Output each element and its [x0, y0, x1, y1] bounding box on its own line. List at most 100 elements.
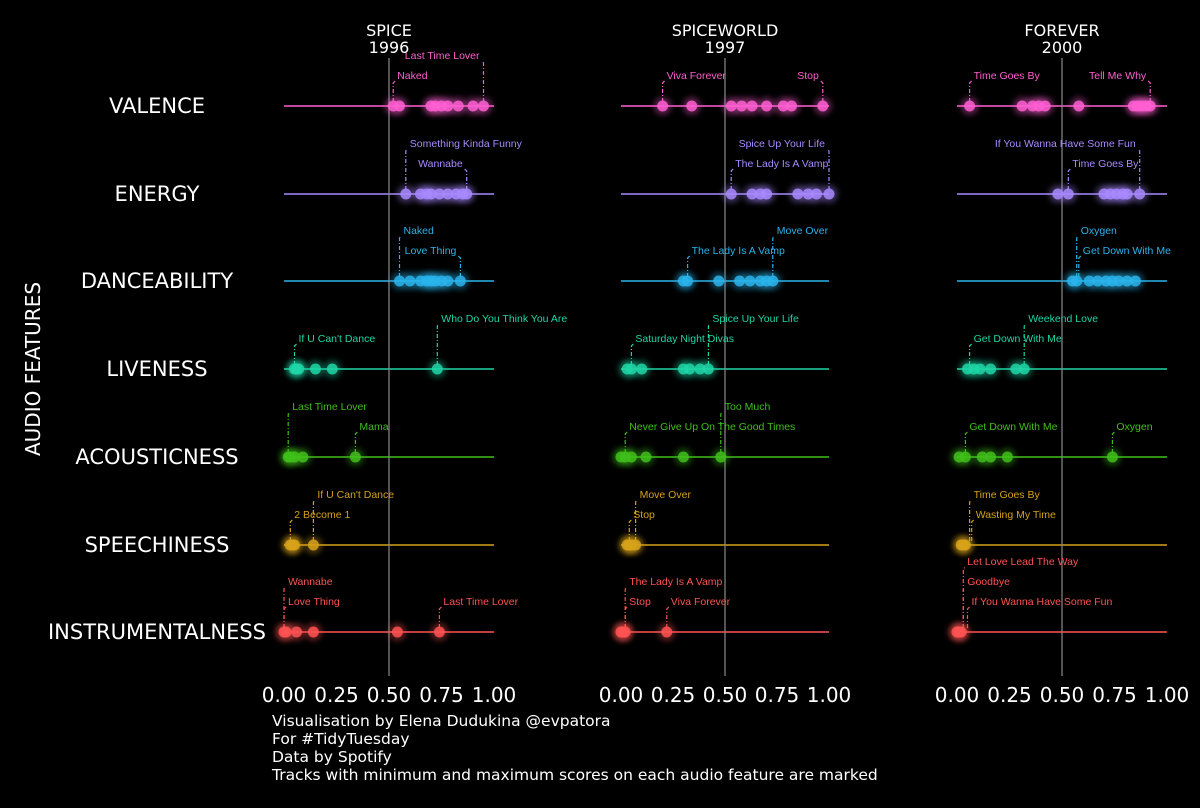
- data-point-spiceworld-energy: [811, 188, 823, 200]
- annotation-leader: [772, 235, 776, 277]
- annotation-label: If You Wanna Have Some Fun: [995, 138, 1136, 150]
- annotation-leader: [287, 411, 291, 453]
- y-axis-title: AUDIO FEATURES: [21, 282, 45, 456]
- feature-label-instrumentalness: INSTRUMENTALNESS: [48, 620, 266, 644]
- data-point-spice-energy: [400, 188, 412, 200]
- annotation-leader: [1067, 168, 1071, 190]
- annotation-leader: [964, 431, 968, 453]
- album-title-forever: FOREVER: [1024, 21, 1099, 40]
- annotation-label: Who Do You Think You Are: [441, 313, 567, 325]
- data-point-spiceworld-valence: [686, 100, 698, 112]
- annotation-leader: [438, 606, 442, 628]
- album-title-spice: SPICE: [366, 21, 412, 40]
- annotation-leader: [969, 499, 973, 541]
- annotation-leader: [666, 606, 670, 628]
- data-point-spice-danceability: [454, 275, 466, 287]
- annotation-label: Mama: [359, 421, 388, 433]
- annotation-label: The Lady Is A Vamp: [629, 576, 722, 588]
- annotation-leader: [687, 255, 691, 277]
- data-point-spiceworld-danceability: [682, 275, 694, 287]
- annotation-leader: [628, 519, 632, 541]
- data-point-forever-valence: [1073, 100, 1085, 112]
- data-point-spice-liveness: [326, 363, 338, 375]
- data-point-spice-speechiness: [289, 539, 300, 551]
- annotation-leader: [662, 80, 666, 102]
- feature-label-valence: VALENCE: [109, 94, 205, 118]
- annotation-leader: [289, 519, 293, 541]
- annotation-label: Get Down With Me: [969, 421, 1057, 433]
- annotation-leader: [1023, 323, 1027, 365]
- x-tick-spiceworld: 0.00: [599, 683, 644, 707]
- annotation-label: Move Over: [640, 489, 692, 501]
- annotation-label: The Lady Is A Vamp: [735, 158, 828, 170]
- annotation-leader: [283, 606, 287, 628]
- caption-event: For #TidyTuesday: [272, 730, 410, 748]
- data-point-spice-valence: [478, 100, 489, 112]
- x-tick-forever: 1.00: [1145, 683, 1190, 707]
- data-point-forever-valence: [1039, 100, 1051, 112]
- data-point-spice-liveness: [293, 363, 305, 375]
- annotation-leader: [624, 606, 628, 628]
- data-point-forever-energy: [1134, 188, 1146, 200]
- data-point-spiceworld-danceability: [713, 275, 725, 287]
- data-point-forever-liveness: [1018, 363, 1030, 375]
- x-tick-spice: 0.50: [367, 683, 412, 707]
- data-point-forever-speechiness: [959, 539, 971, 551]
- data-point-spice-acousticness: [297, 451, 309, 463]
- data-point-forever-acousticness: [985, 451, 997, 463]
- caption: Visualisation by Elena Dudukina @evpator…: [272, 712, 878, 784]
- annotation-leader: [635, 499, 639, 541]
- data-point-spiceworld-energy: [725, 188, 737, 200]
- data-point-forever-instrumentalness: [955, 626, 967, 638]
- annotation-label: Time Goes By: [974, 489, 1041, 501]
- feature-label-acousticness: ACOUSTICNESS: [75, 445, 238, 469]
- feature-label-speechiness: SPEECHINESS: [85, 533, 230, 557]
- data-point-forever-energy: [1062, 188, 1074, 200]
- annotation-label: Saturday Night Divas: [635, 333, 734, 345]
- x-tick-spiceworld: 0.25: [651, 683, 696, 707]
- annotation-label: Spice Up Your Life: [712, 313, 799, 325]
- x-tick-spiceworld: 1.00: [807, 683, 852, 707]
- annotation-label: Naked: [404, 225, 435, 237]
- data-point-spiceworld-liveness: [702, 363, 714, 375]
- annotation-leader: [392, 80, 396, 102]
- annotation-label: Viva Forever: [667, 70, 727, 82]
- data-point-spice-liveness: [431, 363, 443, 375]
- annotation-label: Viva Forever: [671, 596, 731, 608]
- x-tick-spice: 0.25: [314, 683, 359, 707]
- annotation-label: Love Thing: [405, 245, 457, 257]
- annotation-label: Let Love Lead The Way: [967, 556, 1079, 568]
- x-tick-spiceworld: 0.50: [703, 683, 748, 707]
- annotation-leader: [969, 80, 973, 102]
- reference-lines-layer: [388, 58, 1063, 676]
- data-point-spiceworld-energy: [761, 188, 773, 200]
- annotation-leader: [1076, 235, 1080, 277]
- data-point-spiceworld-acousticness: [640, 451, 652, 463]
- x-tick-forever: 0.75: [1092, 683, 1137, 707]
- feature-label-energy: ENERGY: [115, 182, 200, 206]
- annotation-leader: [312, 499, 316, 541]
- data-point-spice-instrumentalness: [391, 626, 403, 638]
- annotation-label: Stop: [633, 509, 655, 521]
- data-point-spiceworld-valence: [761, 100, 773, 112]
- feature-label-danceability: DANCEABILITY: [81, 269, 233, 293]
- annotation-label: Something Kinda Funny: [410, 138, 523, 150]
- data-point-spiceworld-speechiness: [630, 539, 642, 551]
- annotation-label: Get Down With Me: [974, 333, 1062, 345]
- caption-credit: Visualisation by Elena Dudukina @evpator…: [272, 712, 611, 730]
- x-tick-spice: 0.00: [262, 683, 307, 707]
- annotation-label: Move Over: [777, 225, 829, 237]
- annotation-leader: [354, 431, 358, 453]
- annotation-label: Love Thing: [288, 596, 340, 608]
- data-point-spiceworld-valence: [786, 100, 798, 112]
- data-point-spice-instrumentalness: [307, 626, 319, 638]
- annotation-label: Get Down With Me: [1083, 245, 1171, 257]
- data-point-spice-instrumentalness: [433, 626, 445, 638]
- annotation-label: Wannabe: [418, 158, 463, 170]
- data-point-spiceworld-instrumentalness: [661, 626, 673, 638]
- annotation-label: Last Time Lover: [443, 596, 518, 608]
- annotation-leader: [405, 148, 409, 190]
- annotation-label: Goodbye: [967, 576, 1010, 588]
- annotation-label: Last Time Lover: [292, 401, 367, 413]
- annotation-label: Last Time Lover: [405, 50, 480, 62]
